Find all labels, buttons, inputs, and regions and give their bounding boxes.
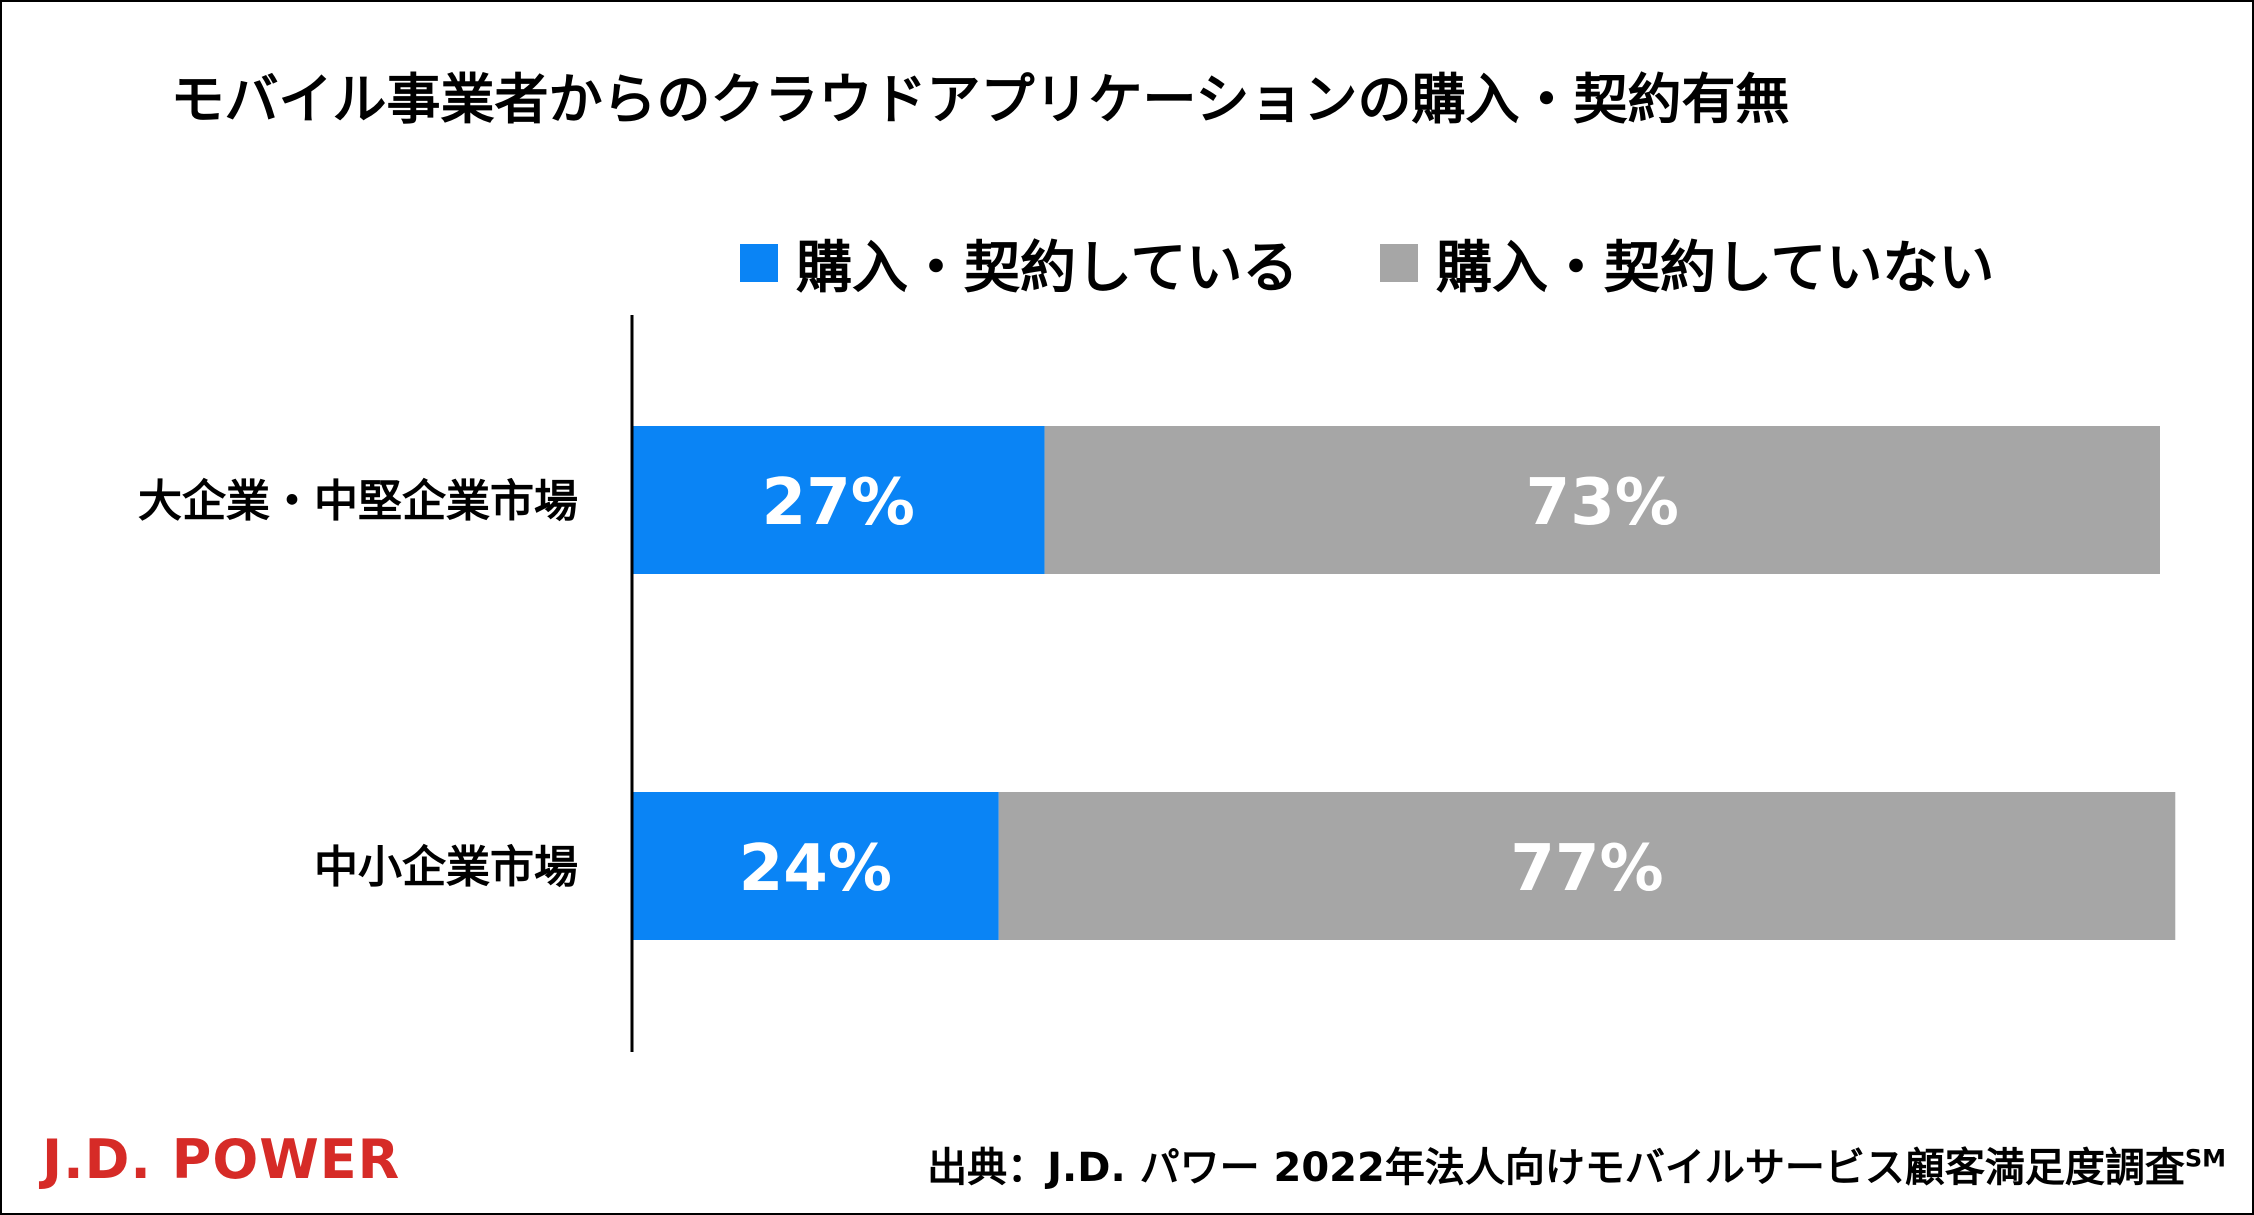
service-mark: SM <box>2184 1144 2226 1173</box>
data-label-purchased-1: 24% <box>739 832 892 906</box>
bar-segment-purchased-0 <box>632 426 1045 574</box>
source-text: 出典：J.D. パワー 2022年法人向けモバイルサービス顧客満足度調査 <box>927 1145 2185 1191</box>
bar-segment-not-purchased-0 <box>1044 426 2160 574</box>
jd-power-logo: J.D. POWER <box>42 1128 401 1191</box>
data-label-not-purchased-0: 73% <box>1526 466 1679 540</box>
category-label-0: 大企業・中堅企業市場 <box>138 476 578 527</box>
legend-label-not-purchased: 購入・契約していない <box>1436 235 1995 301</box>
data-label-purchased-0: 27% <box>762 466 915 540</box>
legend-label-purchased: 購入・契約している <box>796 235 1299 301</box>
legend-swatch-not-purchased <box>1380 244 1418 282</box>
bar-segment-not-purchased-1 <box>998 792 2176 940</box>
category-label-1: 中小企業市場 <box>314 842 578 893</box>
legend-swatch-purchased <box>740 244 778 282</box>
bar-segment-purchased-1 <box>632 792 999 940</box>
chart-title: モバイル事業者からのクラウドアプリケーションの購入・契約有無 <box>170 68 1790 131</box>
data-label-not-purchased-1: 77% <box>1510 832 1663 906</box>
legend-item-not-purchased: 購入・契約していない <box>1380 228 1994 301</box>
legend-item-purchased: 購入・契約している <box>740 228 1298 301</box>
source-note: 出典：J.D. パワー 2022年法人向けモバイルサービス顧客満足度調査SM <box>927 1135 2226 1193</box>
